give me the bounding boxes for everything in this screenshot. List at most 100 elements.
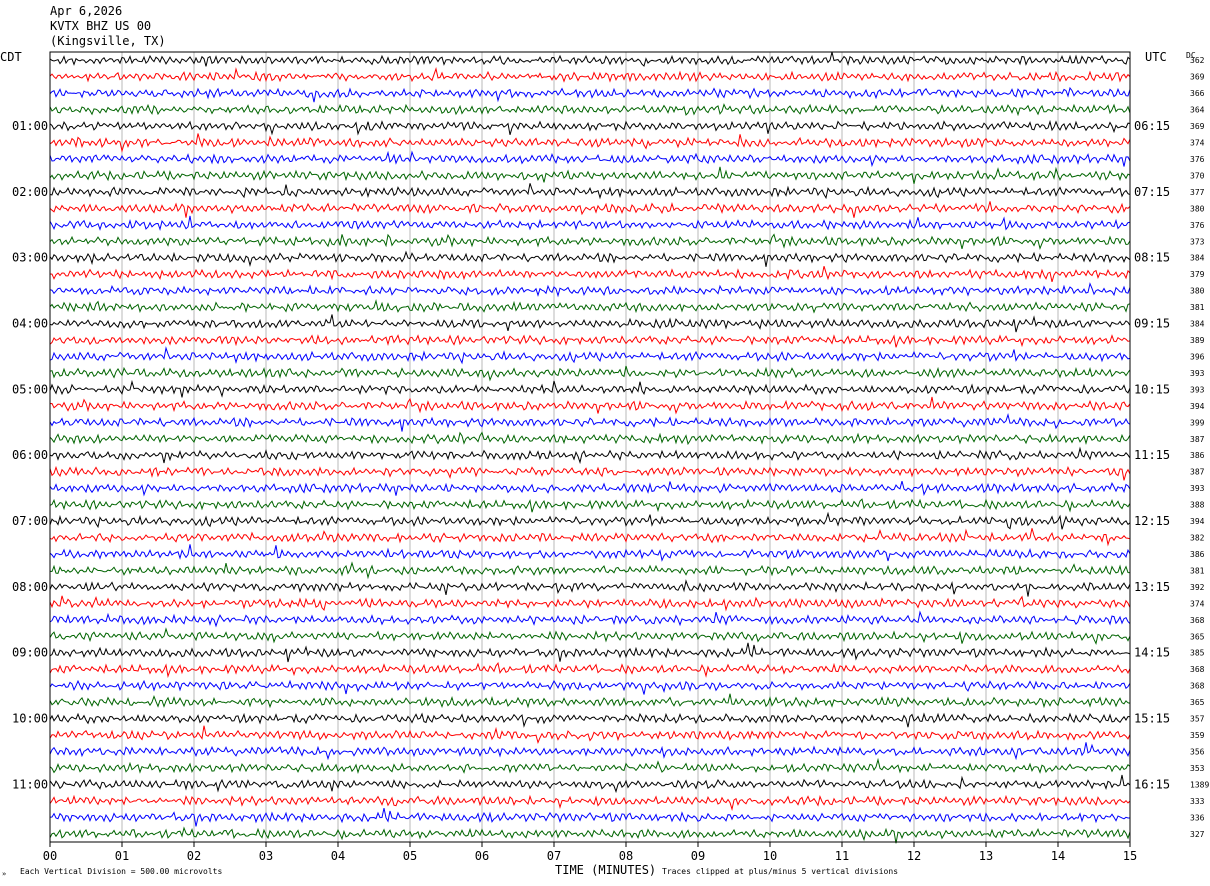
dc-offset-label: 368: [1190, 682, 1205, 691]
trace-line: [49, 627, 1131, 646]
right-axis-label: UTC: [1145, 50, 1167, 64]
trace-line: [49, 183, 1131, 200]
trace-line: [49, 150, 1131, 168]
utc-hour-label: 16:15: [1134, 777, 1170, 791]
dc-offset-label: 359: [1190, 731, 1205, 740]
trace-line: [49, 465, 1131, 481]
trace-line: [49, 201, 1131, 218]
scale-note: Each Vertical Division = 500.00 microvol…: [20, 867, 223, 876]
x-tick-label: 14: [1051, 849, 1065, 863]
trace-line: [49, 379, 1131, 398]
trace-line: [49, 266, 1131, 283]
x-tick-label: 15: [1123, 849, 1137, 863]
trace-line: [49, 679, 1131, 695]
dc-offset-label: 370: [1190, 171, 1205, 180]
cdt-hour-label: 09:00: [12, 646, 48, 660]
dc-offset-label: 393: [1190, 369, 1205, 378]
x-tick-label: 11: [835, 849, 849, 863]
x-tick-label: 08: [619, 849, 633, 863]
dc-offset-label: 389: [1190, 336, 1205, 345]
x-tick-label: 06: [475, 849, 489, 863]
trace-line: [49, 282, 1131, 298]
trace-line: [49, 498, 1131, 513]
dc-label: DC: [1186, 51, 1196, 60]
trace-line: [49, 133, 1131, 153]
dc-offset-label: 386: [1190, 451, 1205, 460]
dc-offset-label: 356: [1190, 748, 1205, 757]
dc-offset-label: 382: [1190, 534, 1205, 543]
trace-line: [49, 431, 1131, 446]
trace-line: [49, 314, 1131, 333]
utc-hour-label: 10:15: [1134, 382, 1170, 396]
x-tick-label: 03: [259, 849, 273, 863]
cdt-hour-label: 01:00: [12, 119, 48, 133]
trace-line: [49, 725, 1131, 745]
dc-offset-label: 379: [1190, 270, 1205, 279]
trace-line: [49, 215, 1131, 231]
grid-layer: [49, 52, 1131, 847]
cdt-hour-label: 06:00: [12, 448, 48, 462]
dc-offset-label: 393: [1190, 484, 1205, 493]
trace-line: [49, 794, 1131, 812]
cdt-hour-label: 04:00: [12, 317, 48, 331]
trace-line: [49, 166, 1131, 184]
clip-note: Traces clipped at plus/minus 5 vertical …: [662, 867, 899, 876]
dc-offset-label: 353: [1190, 764, 1205, 773]
dc-offset-label: 336: [1190, 813, 1205, 822]
dc-offset-label: 376: [1190, 221, 1205, 230]
dc-offset-label: 394: [1190, 517, 1205, 526]
dc-offset-label: 381: [1190, 303, 1205, 312]
trace-line: [49, 103, 1131, 117]
trace-line: [49, 662, 1131, 679]
cdt-hour-label: 07:00: [12, 514, 48, 528]
dc-offset-label: 373: [1190, 237, 1205, 246]
trace-line: [49, 334, 1131, 348]
dc-offset-label: 392: [1190, 583, 1205, 592]
dc-offset-label: 385: [1190, 649, 1205, 658]
trace-line: [49, 712, 1131, 728]
utc-hour-label: 08:15: [1134, 251, 1170, 265]
dc-offset-label: 387: [1190, 468, 1205, 477]
cdt-hour-label: 03:00: [12, 251, 48, 265]
trace-line: [49, 412, 1131, 432]
trace-line: [49, 642, 1131, 663]
utc-hour-label: 15:15: [1134, 712, 1170, 726]
trace-line: [49, 579, 1131, 597]
trace-line: [49, 250, 1131, 267]
dc-offset-label: 365: [1190, 698, 1205, 707]
dc-offset-label: 394: [1190, 402, 1205, 411]
trace-line: [49, 528, 1131, 547]
dc-offset-label: 380: [1190, 287, 1205, 296]
trace-line: [49, 693, 1131, 709]
utc-hour-label: 12:15: [1134, 514, 1170, 528]
dc-offset-label: 368: [1190, 665, 1205, 674]
x-tick-label: 13: [979, 849, 993, 863]
x-tick-label: 09: [691, 849, 705, 863]
x-tick-label: 10: [763, 849, 777, 863]
dc-offset-label: 388: [1190, 501, 1205, 510]
dc-offset-label: 386: [1190, 550, 1205, 559]
cdt-hour-label: 10:00: [12, 712, 48, 726]
label-layer: 00 01 02 03 04 05 06 07 08 09 10 11 12 13 14 15 362 369 36…: [12, 56, 1209, 863]
x-tick-label: 05: [403, 849, 417, 863]
utc-hour-label: 09:15: [1134, 317, 1170, 331]
left-axis-label: CDT: [0, 50, 22, 64]
dc-offset-label: 384: [1190, 320, 1205, 329]
trace-line: [49, 346, 1131, 365]
dc-offset-label: 384: [1190, 254, 1205, 263]
dc-offset-label: 399: [1190, 418, 1205, 427]
header-date: Apr 6,2026: [50, 4, 123, 18]
corner-mark: »: [2, 870, 7, 878]
dc-offset-label: 333: [1190, 797, 1205, 806]
utc-hour-label: 07:15: [1134, 185, 1170, 199]
dc-offset-label: 380: [1190, 204, 1205, 213]
dc-offset-label: 1389: [1190, 780, 1209, 789]
trace-line: [49, 365, 1131, 382]
header-station: KVTX BHZ US 00: [50, 19, 152, 33]
dc-offset-label: 377: [1190, 188, 1205, 197]
dc-offset-label: 364: [1190, 106, 1205, 115]
trace-line: [49, 298, 1131, 314]
utc-hour-label: 13:15: [1134, 580, 1170, 594]
trace-line: [49, 774, 1131, 794]
